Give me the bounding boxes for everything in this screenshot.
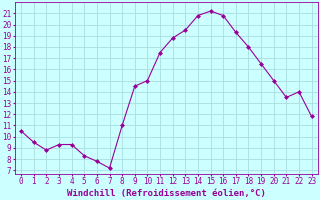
X-axis label: Windchill (Refroidissement éolien,°C): Windchill (Refroidissement éolien,°C) (67, 189, 266, 198)
